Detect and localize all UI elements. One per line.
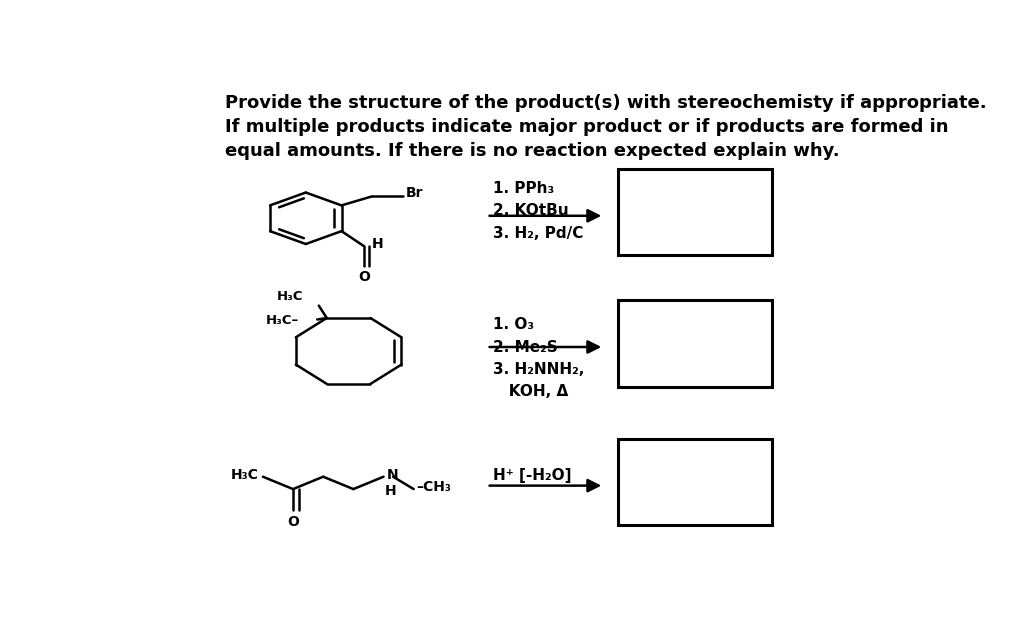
Text: H: H [372,237,383,251]
Text: H⁺ [-H₂O]: H⁺ [-H₂O] [494,468,571,484]
Text: O: O [357,270,370,284]
Bar [617,439,772,525]
Text: KOH, Δ: KOH, Δ [494,384,568,399]
Text: Provide the structure of the product(s) with stereochemisty if appropriate.: Provide the structure of the product(s) … [225,95,986,113]
Text: N: N [387,467,398,482]
Text: 1. O₃: 1. O₃ [494,317,535,332]
Text: H: H [385,484,396,498]
Text: –CH₃: –CH₃ [416,480,451,494]
Text: If multiple products indicate major product or if products are formed in: If multiple products indicate major prod… [225,118,948,136]
Text: 2. Me₂S: 2. Me₂S [494,340,558,354]
Bar [617,300,772,386]
Text: H₃C–: H₃C– [266,314,299,327]
Text: O: O [287,515,299,529]
Text: H₃C: H₃C [231,467,259,482]
Text: 1. PPh₃: 1. PPh₃ [494,181,554,196]
Bar [617,168,772,255]
Text: equal amounts. If there is no reaction expected explain why.: equal amounts. If there is no reaction e… [225,142,840,160]
Text: 2. KOtBu: 2. KOtBu [494,203,568,219]
Text: H₃C: H₃C [276,290,303,303]
Text: 3. H₂, Pd/C: 3. H₂, Pd/C [494,226,584,240]
Text: 3. H₂NNH₂,: 3. H₂NNH₂, [494,362,585,377]
Text: Br: Br [406,186,423,199]
